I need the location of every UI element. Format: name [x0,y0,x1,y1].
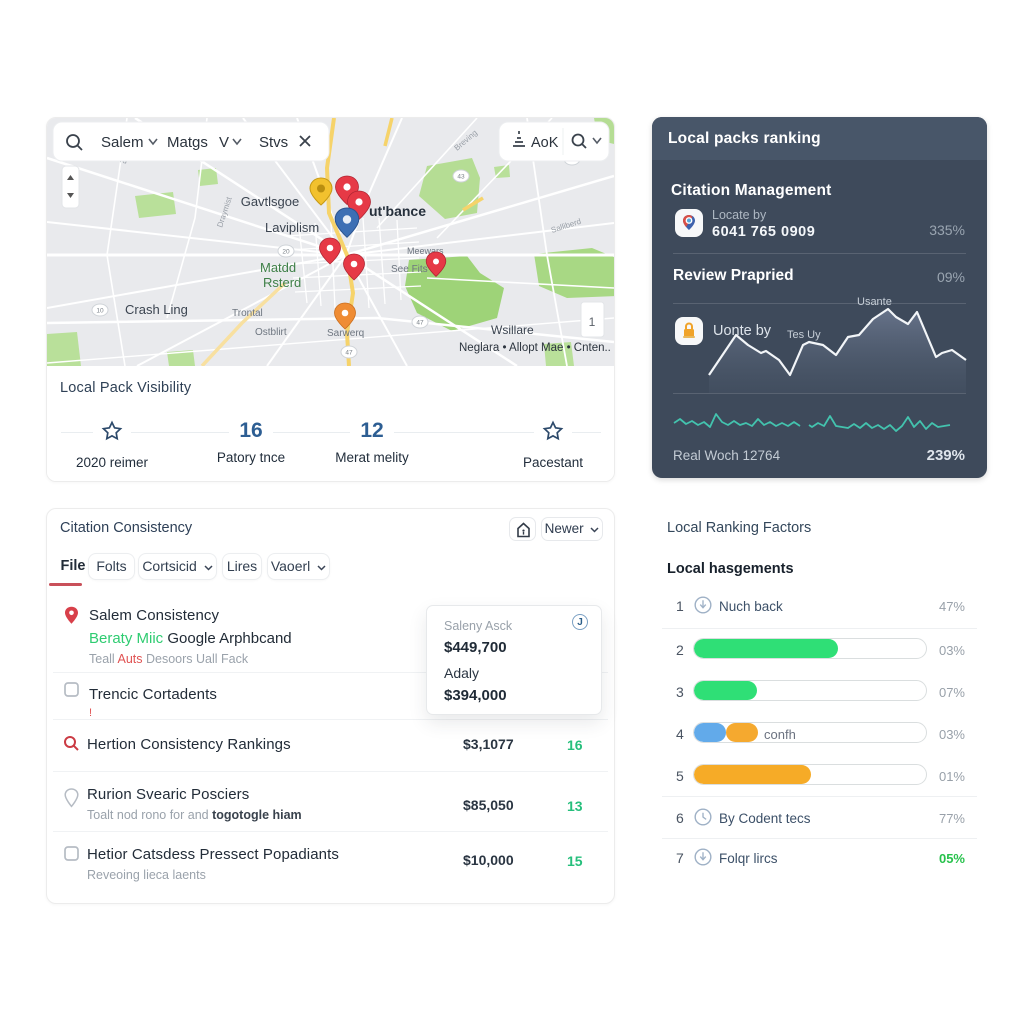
svg-text:Salem: Salem [101,134,144,151]
svg-text:Ostblirt: Ostblirt [255,327,287,338]
svg-text:ut'bance: ut'bance [369,203,426,219]
svg-text:Wsillare: Wsillare [491,323,534,337]
svg-text:47: 47 [345,350,353,357]
svg-text:10: 10 [96,308,104,315]
svg-text:V: V [219,134,229,151]
svg-text:Matgs: Matgs [167,134,208,151]
svg-text:1: 1 [589,315,596,329]
svg-text:AoK: AoK [531,135,559,151]
svg-text:Neglara • Allopt Mae • Cnten..: Neglara • Allopt Mae • Cnten.. [459,342,611,354]
svg-text:43: 43 [457,174,465,181]
svg-text:Sarwerq: Sarwerq [327,328,364,339]
svg-text:Crash Ling: Crash Ling [125,302,188,317]
svg-text:Stvs: Stvs [259,134,288,151]
svg-text:Gavtlsgoe: Gavtlsgoe [241,194,300,209]
svg-text:Meewars: Meewars [407,246,444,256]
svg-text:20: 20 [282,249,290,256]
svg-text:Rsterd: Rsterd [263,275,301,290]
svg-text:See Fits: See Fits [391,264,428,275]
svg-text:Laviplism: Laviplism [265,220,319,235]
svg-text:Matdd: Matdd [260,260,296,275]
svg-text:Trontal: Trontal [232,308,263,319]
svg-text:47: 47 [416,320,424,327]
